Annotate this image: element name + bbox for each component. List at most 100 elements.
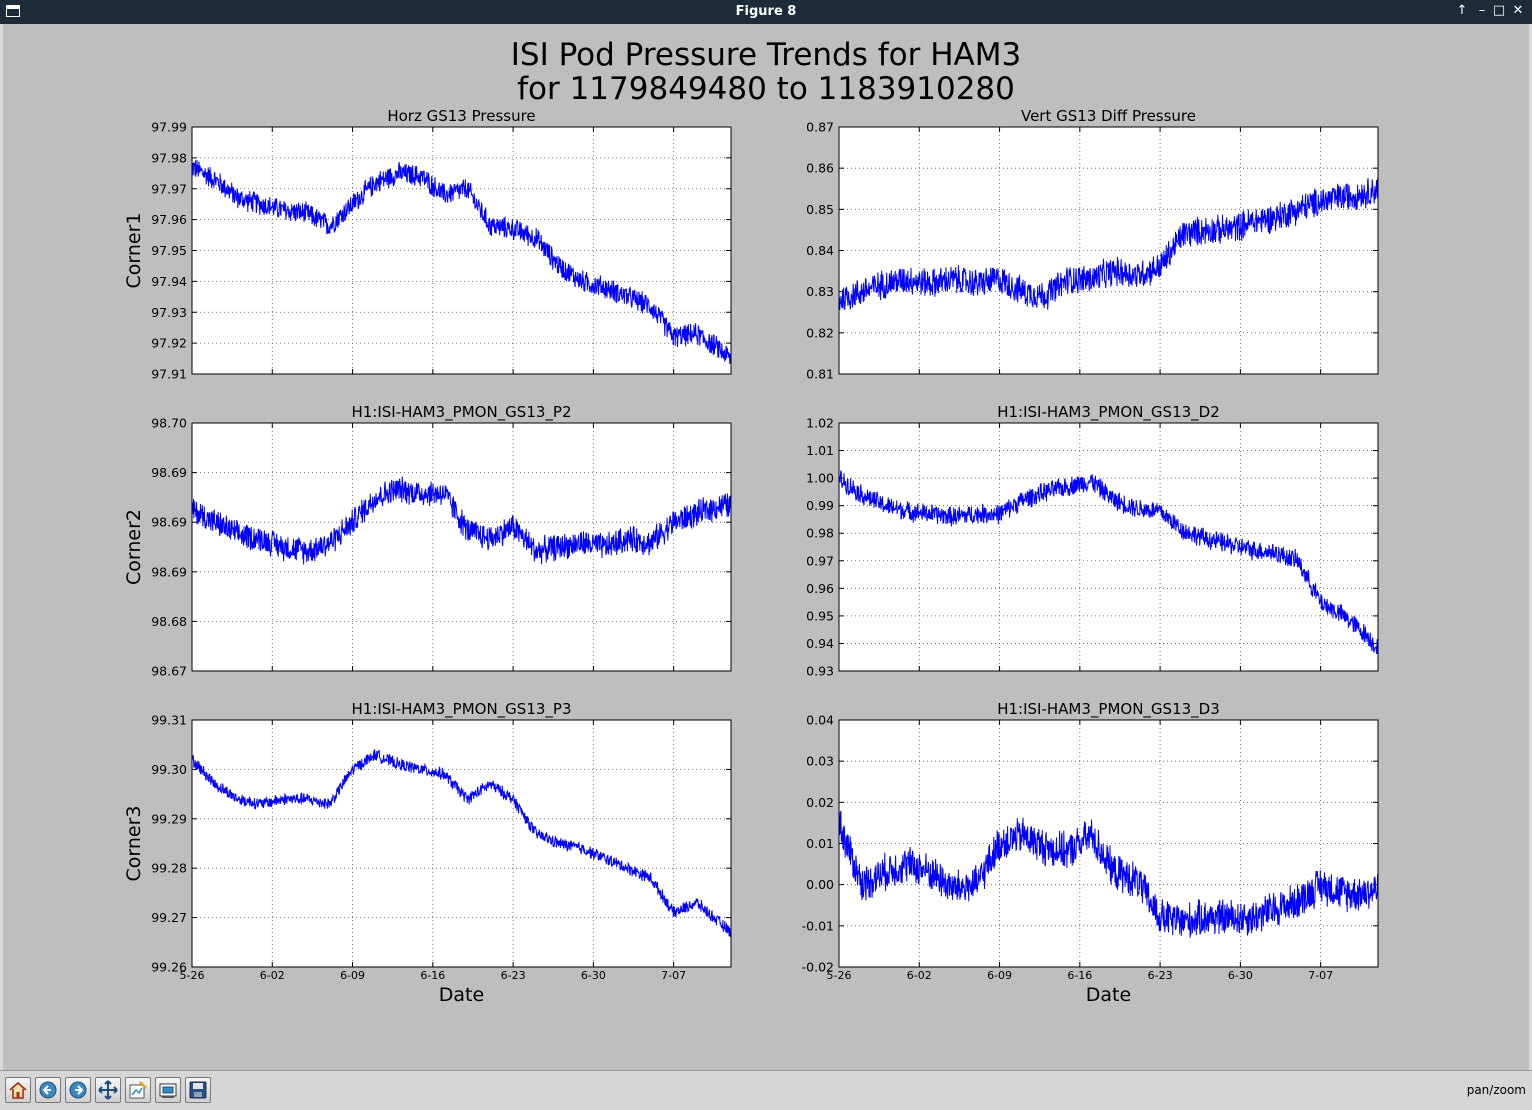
subplot-6[interactable]: -0.02 -0.01 0.00 0.01 0.02 0.03 0.04 5-26 6-02 6-… <box>802 700 1379 1006</box>
subplot-3[interactable]: 98.67 98.68 98.69 98.69 98.69 98.70 H1:ISI-HAM… <box>123 403 732 679</box>
ytick-label: 99.29 <box>151 811 187 826</box>
ytick-label: 0.94 <box>806 636 834 651</box>
ytick-label: 99.28 <box>151 861 187 876</box>
figure-canvas-frame: ISI Pod Pressure Trends for HAM3 for 117… <box>0 24 1532 1070</box>
ytick-label: 0.84 <box>806 243 834 258</box>
save-button[interactable] <box>185 1077 211 1103</box>
xtick-label: 6-23 <box>501 969 526 982</box>
ytick-label: -0.02 <box>802 960 834 975</box>
ytick-label: 98.68 <box>151 614 187 629</box>
trace-line <box>191 749 732 939</box>
toolbar-status: pan/zoom <box>1466 1083 1526 1097</box>
trace-line <box>838 470 1379 654</box>
axes-background <box>839 720 1378 967</box>
minimize-icon[interactable]: – <box>1478 3 1486 18</box>
xtick-label: 6-16 <box>420 969 445 982</box>
close-icon[interactable]: ✕ <box>1512 3 1524 18</box>
ytick-label: 1.01 <box>806 443 834 458</box>
navigation-toolbar: pan/zoom <box>0 1070 1532 1110</box>
back-button[interactable] <box>35 1077 61 1103</box>
subplots-icon <box>129 1081 147 1099</box>
ytick-label: 0.97 <box>806 553 834 568</box>
ytick-label: 0.85 <box>806 202 834 217</box>
trace-line <box>191 476 732 565</box>
trace-line <box>838 178 1379 311</box>
ytick-label: 0.02 <box>806 795 834 810</box>
subplot-1[interactable]: 97.91 97.92 97.93 97.94 97.95 97.96 97.97 97.98… <box>123 107 732 382</box>
axes-frame <box>838 422 1379 672</box>
back-icon <box>39 1081 57 1099</box>
xtick-label: 6-30 <box>581 969 606 982</box>
subplot-5[interactable]: 99.26 99.27 99.28 99.29 99.30 99.31 5-26 6-02 6-… <box>123 700 732 1006</box>
subplot-4[interactable]: 0.93 0.94 0.95 0.96 0.97 0.98 0.99 1.00 1.01 1.02… <box>806 403 1379 679</box>
subplot-title: H1:ISI-HAM3_PMON_GS13_D2 <box>997 403 1220 422</box>
subplot-title: Horz GS13 Pressure <box>387 107 535 125</box>
forward-button[interactable] <box>65 1077 91 1103</box>
ytick-label: 97.97 <box>151 181 187 196</box>
window-titlebar[interactable]: Figure 8 ↑ – □ ✕ <box>0 0 1532 24</box>
figure-canvas[interactable]: ISI Pod Pressure Trends for HAM3 for 117… <box>3 24 1529 1070</box>
ytick-label: 0.81 <box>806 367 834 382</box>
ytick-label: 98.69 <box>151 515 187 530</box>
axes-background <box>192 127 731 374</box>
ytick-label: 97.99 <box>151 120 187 135</box>
ytick-label: 1.02 <box>806 416 834 431</box>
ytick-label: 0.93 <box>806 664 834 679</box>
subplots-button[interactable] <box>125 1077 151 1103</box>
ytick-label: -0.01 <box>802 918 834 933</box>
ytick-label: 0.96 <box>806 581 834 596</box>
axes-frame <box>838 126 1379 375</box>
ytick-label: 97.95 <box>151 243 187 258</box>
ytick-label: 98.70 <box>151 416 187 431</box>
xtick-label: 6-02 <box>260 969 285 982</box>
axes-frame <box>191 126 732 375</box>
ytick-label: 97.92 <box>151 336 187 351</box>
ytick-label: 0.00 <box>806 877 834 892</box>
maximize-icon[interactable]: □ <box>1492 3 1506 18</box>
xlabel: Date <box>1086 984 1131 1006</box>
subplot-title: H1:ISI-HAM3_PMON_GS13_D3 <box>997 700 1220 719</box>
ylabel: Corner1 <box>123 213 145 289</box>
ytick-label: 98.67 <box>151 664 187 679</box>
ytick-label: 99.31 <box>151 713 187 728</box>
xtick-label: 6-23 <box>1148 969 1173 982</box>
trace-line <box>838 810 1379 938</box>
subplot-2[interactable]: 0.81 0.82 0.83 0.84 0.85 0.86 0.87 Vert GS13 Di… <box>806 107 1379 382</box>
ytick-label: 1.00 <box>806 471 834 486</box>
axes-frame <box>838 719 1379 968</box>
pan-button[interactable] <box>95 1077 121 1103</box>
axes-background <box>839 127 1378 374</box>
pan-icon <box>98 1080 118 1100</box>
ytick-label: 0.82 <box>806 325 834 340</box>
window-menu-icon[interactable] <box>6 5 20 17</box>
xtick-label: 5-26 <box>827 969 852 982</box>
ytick-label: 99.26 <box>151 960 187 975</box>
xtick-label: 7-07 <box>661 969 686 982</box>
subplot-title: H1:ISI-HAM3_PMON_GS13_P2 <box>351 403 571 422</box>
ylabel: Corner2 <box>123 509 145 585</box>
subplot-title: Vert GS13 Diff Pressure <box>1021 107 1196 125</box>
ytick-label: 0.99 <box>806 498 834 513</box>
window-title: Figure 8 <box>735 4 797 19</box>
figure-title: ISI Pod Pressure Trends for HAM3 <box>511 37 1021 73</box>
home-button[interactable] <box>5 1077 31 1103</box>
ytick-label: 98.69 <box>151 465 187 480</box>
axes-frame <box>191 422 732 672</box>
xtick-label: 6-16 <box>1067 969 1092 982</box>
maximize-up-icon[interactable]: ↑ <box>1456 3 1468 18</box>
xtick-label: 6-02 <box>907 969 932 982</box>
ytick-label: 0.95 <box>806 608 834 623</box>
save-icon <box>189 1081 207 1099</box>
axes-background <box>192 720 731 967</box>
axes-frame <box>191 719 732 968</box>
configure-button[interactable] <box>155 1077 181 1103</box>
axes-background <box>839 423 1378 671</box>
ytick-label: 97.96 <box>151 212 187 227</box>
ytick-label: 0.98 <box>806 526 834 541</box>
xlabel: Date <box>439 984 484 1006</box>
xtick-label: 5-26 <box>180 969 205 982</box>
ytick-label: 99.30 <box>151 762 187 777</box>
ytick-label: 97.98 <box>151 150 187 165</box>
home-icon <box>9 1081 27 1099</box>
xtick-label: 6-09 <box>987 969 1012 982</box>
